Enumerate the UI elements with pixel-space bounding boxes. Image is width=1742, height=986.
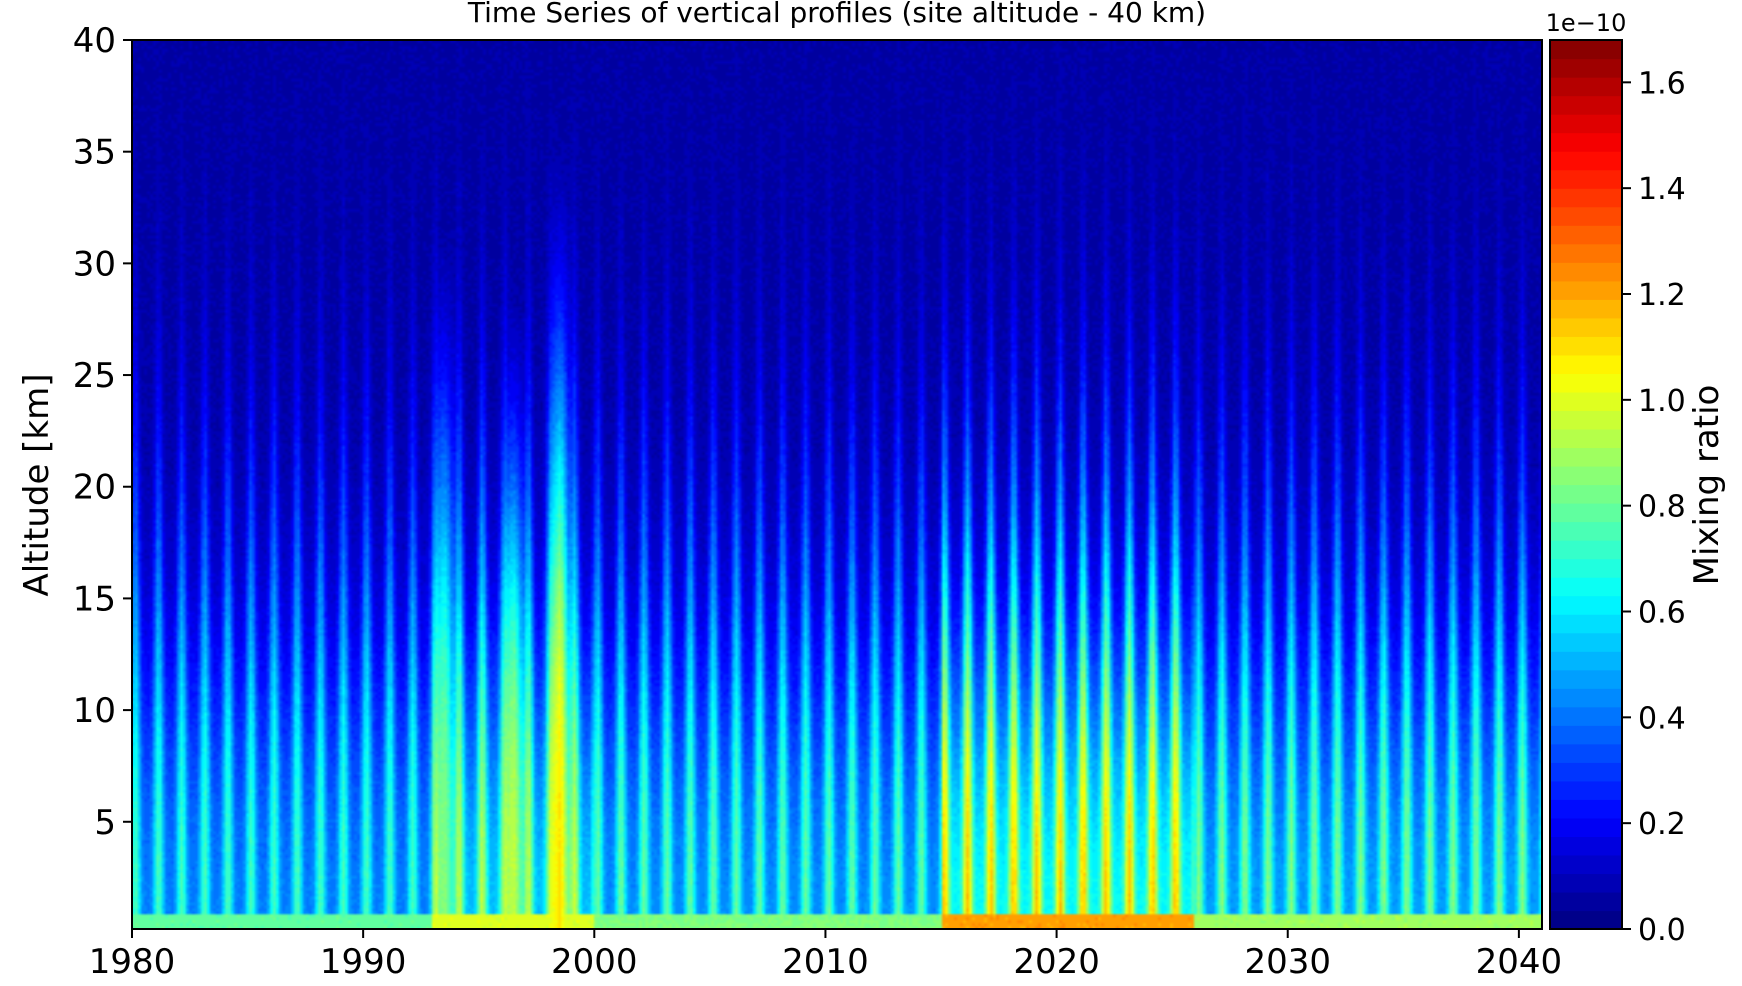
colorbar-offset-text: 1e−10 xyxy=(1546,9,1627,37)
colorbar-band xyxy=(1550,540,1622,560)
colorbar-band xyxy=(1550,558,1622,578)
colorbar-band xyxy=(1550,428,1622,449)
x-tick-label: 2040 xyxy=(1476,942,1563,982)
y-tick-label: 5 xyxy=(94,803,116,843)
colorbar-band xyxy=(1550,243,1622,263)
colorbar-band xyxy=(1550,595,1622,615)
y-tick-label: 40 xyxy=(73,21,116,61)
colorbar-band xyxy=(1550,373,1622,393)
colorbar-band xyxy=(1550,614,1622,634)
x-tick-label: 2020 xyxy=(1013,942,1100,982)
heatmap-field xyxy=(132,40,1542,929)
chart-title: Time Series of vertical profiles (site a… xyxy=(467,0,1206,29)
plot-frame xyxy=(131,39,1543,930)
y-tick-label: 10 xyxy=(73,691,116,731)
colorbar-band xyxy=(1550,132,1622,152)
y-tick-label: 30 xyxy=(73,244,116,284)
x-tick-label: 1980 xyxy=(89,942,176,982)
colorbar-band xyxy=(1550,836,1622,856)
colorbar-band xyxy=(1550,40,1622,60)
x-tick-label: 2010 xyxy=(782,942,869,982)
x-tick-label: 1990 xyxy=(320,942,407,982)
colorbar-band xyxy=(1550,77,1622,97)
colorbar-tick-label: 0.0 xyxy=(1638,913,1686,948)
colorbar-band xyxy=(1550,391,1622,412)
colorbar-band xyxy=(1550,799,1622,819)
x-tick-label: 2000 xyxy=(551,942,638,982)
colorbar-band xyxy=(1550,651,1622,671)
colorbar-tick-label: 0.6 xyxy=(1638,596,1686,631)
colorbar-label: Mixing ratio xyxy=(1687,385,1727,586)
colorbar-tick-label: 1.0 xyxy=(1638,384,1686,419)
colorbar-band xyxy=(1550,503,1622,523)
colorbar-tick-label: 0.8 xyxy=(1638,490,1686,525)
colorbar-band xyxy=(1550,725,1622,745)
colorbar-band xyxy=(1550,410,1622,430)
colorbar-band xyxy=(1550,447,1622,467)
colorbar-band xyxy=(1550,280,1622,300)
colorbar-band xyxy=(1550,817,1622,837)
colorbar-band xyxy=(1550,151,1622,171)
y-tick-label: 15 xyxy=(73,579,116,619)
colorbar-frame xyxy=(1549,39,1623,930)
colorbar-tick-label: 1.6 xyxy=(1638,66,1686,101)
colorbar-band xyxy=(1550,169,1622,189)
colorbar-band xyxy=(1550,95,1622,115)
plot-area xyxy=(131,39,1543,930)
colorbar-band xyxy=(1550,521,1622,541)
colorbar-band xyxy=(1550,225,1622,245)
colorbar-band xyxy=(1550,910,1622,930)
colorbar-tick-label: 0.4 xyxy=(1638,701,1686,736)
colorbar-band xyxy=(1550,114,1622,134)
colorbar-band xyxy=(1550,262,1622,282)
y-axis-label: Altitude [km] xyxy=(17,373,57,596)
colorbar-band xyxy=(1550,873,1622,893)
y-tick-label: 25 xyxy=(73,356,116,396)
colorbar-ticks: 0.0 0.2 0.4 0.6 0.8 1.0 1.2 1.4 1.6 xyxy=(1622,66,1686,948)
colorbar-band xyxy=(1550,465,1622,486)
colorbar-band xyxy=(1550,354,1622,374)
x-tick-label: 2030 xyxy=(1244,942,1331,982)
colorbar-band xyxy=(1550,743,1622,763)
colorbar-band xyxy=(1550,891,1622,912)
colorbar-band xyxy=(1550,206,1622,226)
colorbar-band xyxy=(1550,336,1622,356)
colorbar-band xyxy=(1550,780,1622,800)
colorbar-band xyxy=(1550,706,1622,726)
colorbar-band xyxy=(1550,317,1622,337)
colorbar-tick-label: 1.2 xyxy=(1638,278,1686,313)
colorbar-tick-label: 0.2 xyxy=(1638,807,1686,842)
colorbar-band xyxy=(1550,669,1622,689)
colorbar-band xyxy=(1550,688,1622,708)
colorbar: 0.0 0.2 0.4 0.6 0.8 1.0 1.2 1.4 1.6 1e−10 Mixing… xyxy=(1546,9,1727,948)
y-tick-label: 20 xyxy=(73,468,116,508)
colorbar-bands xyxy=(1550,40,1622,930)
colorbar-tick-label: 1.4 xyxy=(1638,172,1686,207)
colorbar-band xyxy=(1550,58,1622,78)
x-axis: 1980 1990 2000 2010 2020 2030 2040 xyxy=(89,929,1562,982)
y-axis: 5 10 15 20 25 30 35 40 xyxy=(73,21,132,843)
y-tick-label: 35 xyxy=(73,133,116,173)
colorbar-band xyxy=(1550,762,1622,782)
colorbar-band xyxy=(1550,632,1622,652)
colorbar-band xyxy=(1550,854,1622,875)
colorbar-band xyxy=(1550,577,1622,597)
colorbar-band xyxy=(1550,188,1622,208)
colorbar-band xyxy=(1550,484,1622,504)
colorbar-band xyxy=(1550,299,1622,319)
